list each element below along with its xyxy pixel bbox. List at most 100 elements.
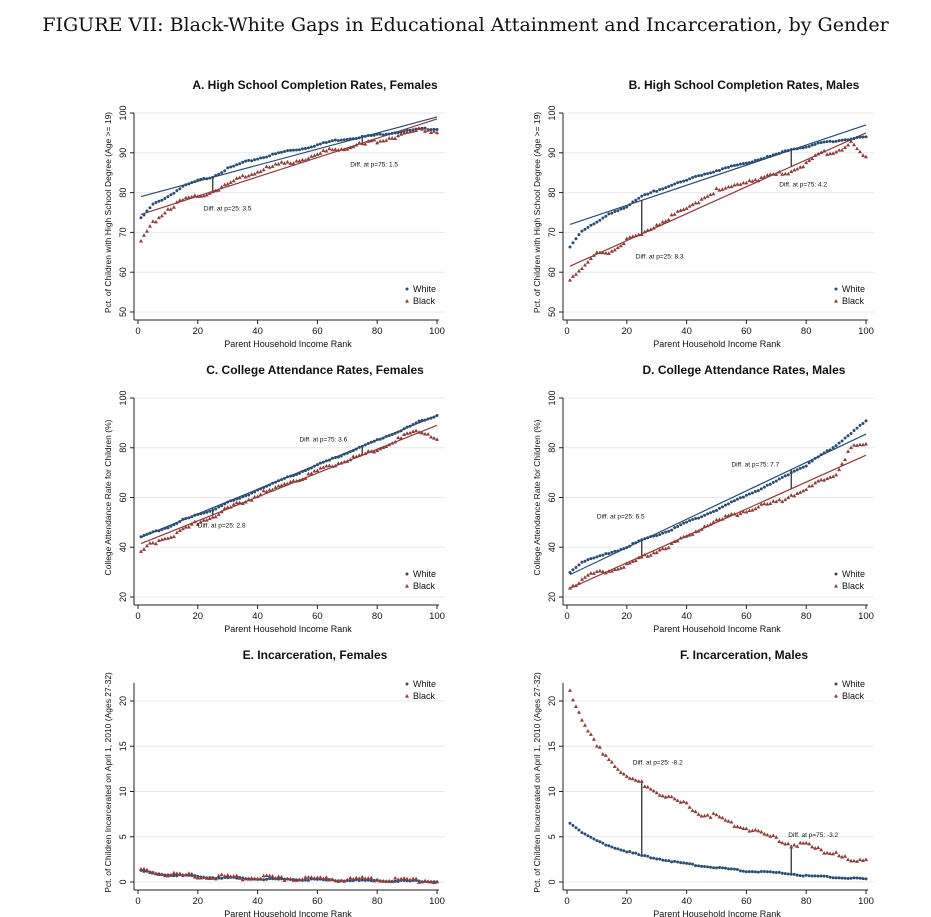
data-point-white xyxy=(729,867,733,871)
data-point-white xyxy=(858,876,862,880)
data-point-black xyxy=(354,875,359,880)
data-point-black xyxy=(777,169,782,174)
data-point-black xyxy=(813,846,818,850)
data-point-white xyxy=(804,873,808,877)
data-point-white xyxy=(330,139,334,143)
data-point-white xyxy=(574,237,578,241)
data-point-black xyxy=(573,583,578,588)
data-point-black xyxy=(228,180,233,184)
data-point-white xyxy=(274,152,278,156)
data-point-white xyxy=(139,535,143,539)
data-point-black xyxy=(573,704,578,708)
data-point-black xyxy=(774,172,779,176)
data-point-black xyxy=(360,874,365,879)
data-point-black xyxy=(414,428,419,433)
data-point-white xyxy=(378,437,382,441)
data-point-white xyxy=(294,148,298,152)
data-point-white xyxy=(789,872,793,876)
data-point-black xyxy=(207,876,212,880)
y-tick-label: 100 xyxy=(118,105,128,120)
data-point-black xyxy=(597,568,602,573)
data-point-white xyxy=(613,210,617,214)
data-point-white xyxy=(342,138,346,142)
data-point-black xyxy=(657,547,662,552)
data-point-white xyxy=(393,131,397,135)
data-point-black xyxy=(366,449,371,453)
data-point-black xyxy=(846,142,851,147)
data-point-black xyxy=(777,497,782,502)
data-point-white xyxy=(700,515,704,519)
data-point-black xyxy=(834,472,839,477)
data-point-white xyxy=(262,878,266,882)
data-point-black xyxy=(348,145,353,150)
data-point-white xyxy=(306,467,310,471)
legend-label: Black xyxy=(842,296,865,306)
legend-label: Black xyxy=(413,691,436,701)
data-point-black xyxy=(417,880,422,884)
data-point-black xyxy=(858,442,863,447)
data-point-white xyxy=(333,138,337,142)
data-point-black xyxy=(339,878,344,883)
data-point-white xyxy=(333,456,337,460)
y-axis-label: Pct. of Children with High School Degree… xyxy=(532,112,542,313)
data-point-white xyxy=(807,874,811,878)
data-point-black xyxy=(732,824,737,828)
data-point-black xyxy=(213,514,218,519)
data-point-black xyxy=(207,191,212,195)
data-point-white xyxy=(592,556,596,560)
data-point-black xyxy=(612,247,617,252)
data-point-white xyxy=(771,153,775,157)
data-point-white xyxy=(852,137,856,141)
data-point-white xyxy=(574,565,578,569)
legend-label: White xyxy=(413,569,436,579)
data-point-black xyxy=(192,193,197,197)
data-point-black xyxy=(189,194,194,199)
data-point-black xyxy=(855,443,860,447)
data-point-black xyxy=(588,256,593,261)
data-point-black xyxy=(657,222,662,227)
data-point-white xyxy=(360,878,364,882)
gap-annotation: Diff. at p=75: 7.7 xyxy=(731,461,779,468)
data-point-black xyxy=(708,522,713,526)
data-point-white xyxy=(408,424,412,428)
data-point-black xyxy=(165,873,170,878)
fit-line-white xyxy=(140,116,438,198)
data-point-black xyxy=(624,236,629,241)
data-point-white xyxy=(586,834,590,838)
data-point-black xyxy=(642,229,647,234)
data-point-white xyxy=(732,867,736,871)
data-point-white xyxy=(664,859,668,863)
data-point-black xyxy=(579,266,584,271)
data-point-white xyxy=(247,158,251,162)
data-point-white xyxy=(679,180,683,184)
data-point-white xyxy=(831,876,835,880)
data-point-white xyxy=(157,199,161,203)
data-point-black xyxy=(717,517,722,521)
data-point-black xyxy=(786,841,791,846)
y-tick-label: 90 xyxy=(547,148,557,158)
data-point-white xyxy=(309,145,313,149)
data-point-black xyxy=(249,497,254,502)
data-point-black xyxy=(726,513,731,517)
data-point-black xyxy=(216,512,221,516)
data-point-black xyxy=(231,873,236,878)
data-point-white xyxy=(703,864,707,868)
data-point-black xyxy=(798,165,803,169)
data-point-white xyxy=(393,431,397,435)
data-point-white xyxy=(324,878,328,882)
data-point-white xyxy=(768,870,772,874)
data-point-white xyxy=(619,547,623,551)
data-point-white xyxy=(667,859,671,863)
data-point-black xyxy=(156,215,161,220)
data-point-black xyxy=(684,206,689,210)
data-point-white xyxy=(625,205,629,209)
data-point-black xyxy=(177,528,182,532)
data-point-black xyxy=(345,459,350,463)
data-point-black xyxy=(168,873,173,877)
data-point-black xyxy=(672,796,677,801)
data-point-white xyxy=(226,876,230,880)
data-point-black xyxy=(771,833,776,838)
data-point-white xyxy=(634,541,638,545)
data-point-black xyxy=(726,184,731,189)
data-point-black xyxy=(291,161,296,165)
